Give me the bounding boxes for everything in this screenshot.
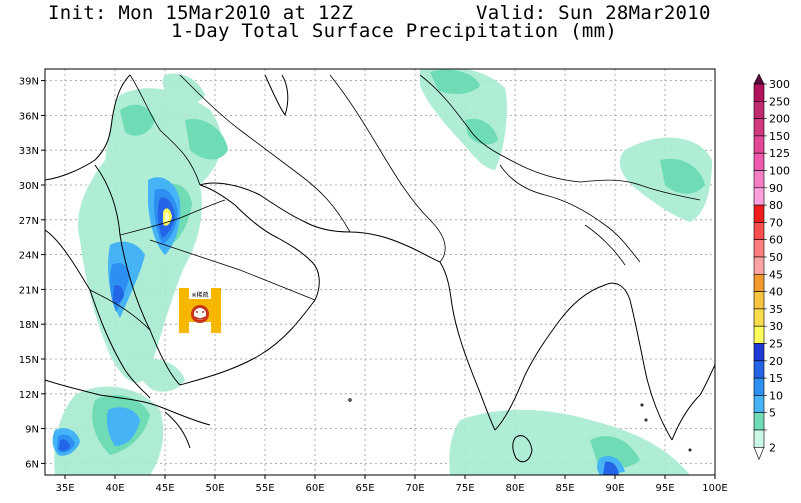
lat-label: 30N [19, 181, 39, 192]
lat-label: 24N [19, 251, 39, 262]
colorbar-label: 10 [769, 389, 783, 402]
colorbar-label: 80 [769, 199, 783, 212]
colorbar-swatch [753, 135, 765, 154]
colorbar-swatch [753, 308, 765, 327]
colorbar-swatch [753, 360, 765, 379]
colorbar-label: 5 [769, 407, 776, 420]
lon-label: 55E [255, 483, 274, 494]
map-title: 1-Day Total Surface Precipitation (mm) [171, 20, 618, 42]
colorbar-swatch [753, 377, 765, 396]
colorbar-swatch [753, 222, 765, 240]
colorbar-swatch [753, 273, 765, 292]
lon-label: 70E [405, 483, 424, 494]
colorbar-label: 35 [769, 303, 783, 316]
precip-area-north-iraq [162, 73, 205, 105]
colorbar-label: 90 [769, 182, 783, 195]
colorbar-label: 15 [769, 372, 783, 385]
lon-label: 40E [105, 483, 124, 494]
logo-caption: ※稀疏 [191, 291, 208, 299]
init-time: Init: Mon 15Mar2010 at 12Z [48, 2, 354, 24]
colorbar-swatch [753, 429, 765, 448]
lon-label: 100E [702, 483, 727, 494]
colorbar-swatch [753, 83, 765, 102]
colorbar-swatch [753, 343, 765, 362]
lon-label: 50E [205, 483, 224, 494]
colorbar-swatch [753, 412, 765, 431]
colorbar-swatch [753, 170, 765, 189]
lat-label: 27N [19, 216, 39, 227]
lat-label: 33N [19, 146, 39, 157]
valid-time: Valid: Sun 28Mar2010 [476, 2, 711, 24]
lat-label: 6N [25, 459, 39, 470]
lat-label: 15N [19, 355, 39, 366]
lon-label: 45E [155, 483, 174, 494]
watermark-logo: ※稀疏 [179, 288, 221, 333]
precip-area-arabia-east [138, 358, 185, 392]
axis-ticks [41, 80, 716, 479]
lon-label: 60E [305, 483, 324, 494]
colorbar-bottom-arrow [753, 446, 765, 461]
colorbar-swatch [753, 204, 765, 223]
lon-label: 65E [355, 483, 374, 494]
lon-label: 75E [455, 483, 474, 494]
colorbar-label: 50 [769, 251, 783, 264]
colorbar-label: 300 [769, 78, 790, 91]
lon-label: 90E [605, 483, 624, 494]
precip-area-bay [449, 409, 690, 475]
colorbar-label: 125 [769, 147, 790, 160]
colorbar-label: 250 [769, 95, 790, 108]
colorbar-swatch [753, 291, 765, 310]
colorbar-swatch [753, 118, 765, 137]
colorbar-swatch [753, 325, 765, 344]
coastlines [45, 74, 715, 463]
map-frame [44, 68, 716, 476]
colorbar-swatch [753, 101, 765, 119]
lon-label: 80E [505, 483, 524, 494]
colorbar-label: 200 [769, 113, 790, 126]
lon-label: 95E [655, 483, 674, 494]
colorbar-label: 20 [769, 355, 783, 368]
colorbar-label: 150 [769, 130, 790, 143]
lat-label: 21N [19, 285, 39, 296]
lat-label: 9N [25, 425, 39, 436]
colorbar-swatch [753, 152, 765, 171]
colorbar-swatch [753, 395, 765, 413]
colorbar-swatch [753, 187, 765, 206]
longitude-labels: 35E 40E 45E 50E 55E 60E 65E 70E 75E 80E 85E 90E 95E 1… [55, 483, 727, 494]
colorbar-label: 40 [769, 286, 783, 299]
colorbar-swatch [753, 256, 765, 275]
colorbar-label: 100 [769, 165, 790, 178]
colorbar-label: 30 [769, 320, 783, 333]
colorbar-label: 25 [769, 338, 783, 351]
lat-label: 36N [19, 111, 39, 122]
lon-label: 85E [555, 483, 574, 494]
latitude-labels: 39N 36N 33N 30N 27N 24N 21N 18N 15N 12N 9N 6N [19, 77, 39, 471]
lat-label: 39N [19, 77, 39, 88]
lon-label: 35E [55, 483, 74, 494]
colorbar-top-arrow [753, 73, 765, 85]
colorbar-label: 45 [769, 268, 783, 281]
lat-label: 18N [19, 320, 39, 331]
colorbar-swatch [753, 239, 765, 258]
precipitation-field [52, 69, 712, 475]
lat-label: 12N [19, 390, 39, 401]
colorbar-label: 70 [769, 216, 783, 229]
precip-area-red-sea-north [78, 88, 222, 383]
colorbar-label: 2 [769, 441, 776, 454]
colorbar: 3002502001501251009080706050454035302520… [753, 73, 790, 461]
colorbar-label: 60 [769, 234, 783, 247]
